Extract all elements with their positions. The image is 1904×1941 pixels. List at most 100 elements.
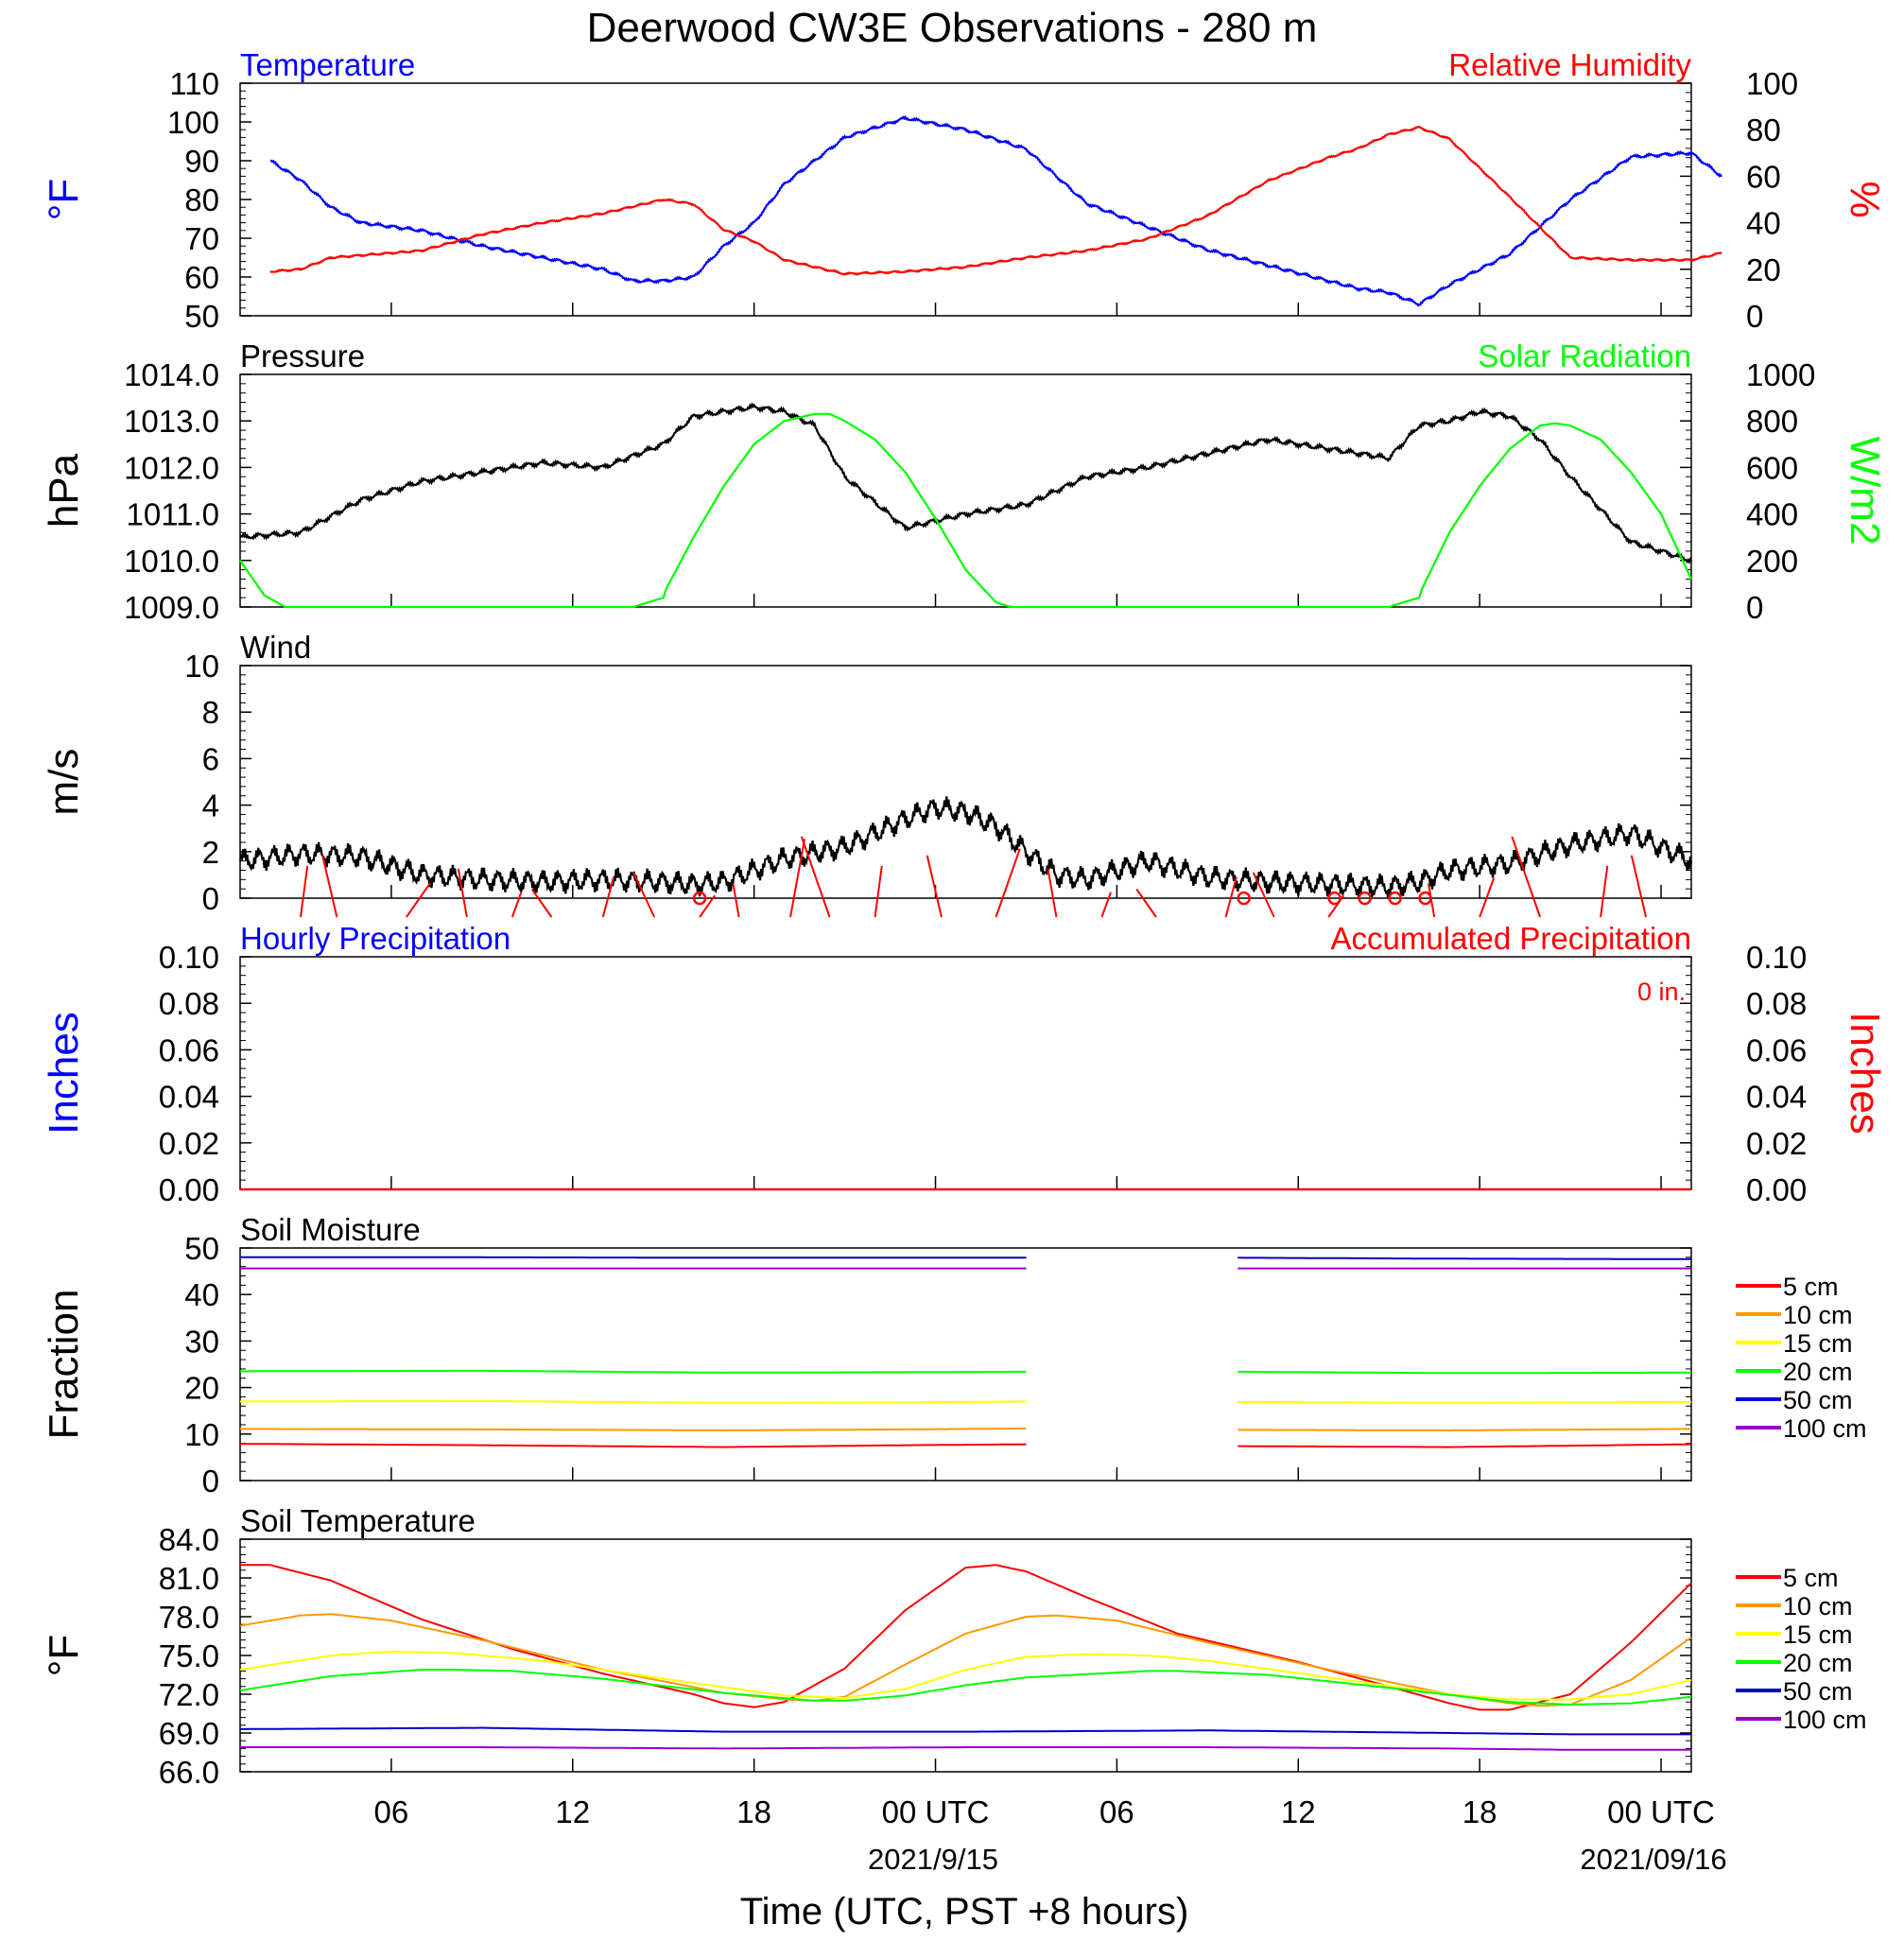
y-axis-label-left: m/s: [41, 749, 87, 816]
wind-barb: [732, 883, 740, 918]
series-line-solar-radiation: [239, 412, 1692, 609]
wind-barb: [995, 848, 1021, 918]
y-tick-label-right: 0.00: [1746, 1172, 1807, 1207]
y-tick-label: 69.0: [159, 1716, 219, 1751]
series-line-15-cm: [239, 1399, 1027, 1404]
legend-label: 5 cm: [1783, 1564, 1839, 1592]
calm-wind-marker: [1327, 891, 1341, 906]
y-tick-label: 66.0: [159, 1755, 219, 1790]
wind-barb: [789, 839, 806, 918]
series-line-20-cm: [239, 1669, 1692, 1706]
panel-frame: [239, 82, 1692, 317]
y-tick-label: 8: [202, 695, 219, 730]
y-tick-label: 6: [202, 741, 219, 776]
series-line-10-cm: [1238, 1428, 1691, 1431]
x-tick-label: 18: [1463, 1794, 1497, 1829]
y-tick-label-right: 0.04: [1746, 1080, 1807, 1115]
y-tick-label: 72.0: [159, 1677, 219, 1712]
y-tick-label: 0.04: [159, 1080, 219, 1115]
series-line-5-cm: [1238, 1443, 1692, 1448]
panel-title-right: Accumulated Precipitation: [1330, 921, 1691, 956]
y-tick-label-right: 100: [1746, 66, 1798, 101]
y-tick-label: 60: [184, 260, 219, 295]
x-tick-label: 12: [1281, 1794, 1316, 1829]
x-tick-label: 12: [555, 1794, 590, 1829]
calm-wind-marker: [692, 891, 707, 906]
y-tick-label: 78.0: [159, 1600, 219, 1635]
panel-title-right: Solar Radiation: [1478, 338, 1691, 373]
y-tick-label: 10: [184, 649, 219, 684]
series-line-20-cm: [1238, 1370, 1691, 1375]
precipitation-panel: 0.10 0.08 0.06 0.04 0.02 0.00 0.10 0.08 0.06 0.04…: [41, 921, 1888, 1207]
wind-barb: [1047, 868, 1058, 918]
panel-title-left: Soil Moisture: [240, 1212, 421, 1247]
y-tick-label: 0.08: [159, 986, 219, 1021]
series-line-10-cm: [239, 1613, 1692, 1707]
y-axis-label-right: W/m2: [1842, 437, 1888, 546]
y-tick-label-right: 80: [1746, 113, 1781, 147]
legend-label: 10 cm: [1783, 1592, 1853, 1620]
y-tick-label: 0.02: [159, 1126, 219, 1161]
series-line-20-cm: [240, 1369, 1027, 1374]
y-tick-label: 1014.0: [124, 357, 219, 392]
legend-label: 15 cm: [1783, 1329, 1853, 1358]
legend-label: 15 cm: [1783, 1620, 1853, 1649]
x-axis-label: Time (UTC, PST +8 hours): [740, 1891, 1189, 1932]
y-axis-label-left: Fraction: [41, 1290, 87, 1440]
y-tick-label-right: 200: [1746, 544, 1798, 579]
wind-barb: [1135, 888, 1157, 918]
x-date-2: 2021/09/16: [1580, 1843, 1726, 1876]
wind-barb: [1630, 855, 1648, 918]
legend-label: 50 cm: [1783, 1677, 1853, 1706]
time-axis: 06 12 18 00 UTC 06 12 18 00 UTC: [374, 1794, 1715, 1829]
pressure-solar-panel: 1014.0 1013.0 1012.0 1011.0 1010.0 1009.0 1000…: [41, 338, 1888, 625]
wind-barb: [601, 876, 615, 918]
y-tick-label: 30: [184, 1324, 219, 1359]
panel-frame: [239, 373, 1692, 608]
x-tick-label: 00 UTC: [882, 1794, 990, 1829]
y-tick-label: 1010.0: [124, 544, 219, 579]
y-axis-label-left: °F: [41, 1635, 87, 1676]
y-tick-label-right: 1000: [1746, 357, 1815, 392]
y-tick-label-right: 800: [1746, 404, 1798, 439]
series-line-5-cm: [239, 1443, 1027, 1448]
wind-barb: [457, 868, 468, 918]
panel-title-right: Relative Humidity: [1448, 47, 1691, 82]
y-tick-label: 50: [184, 1231, 219, 1266]
series-line-50-cm: [1238, 1256, 1691, 1260]
figure-title: Deerwood CW3E Observations - 280 m: [587, 5, 1318, 51]
wind-barb: [800, 836, 831, 918]
panel-title-left: Pressure: [240, 338, 365, 373]
wind-barb: [1479, 877, 1496, 918]
y-tick-label: 0.10: [159, 940, 219, 975]
calm-wind-marker: [1358, 891, 1372, 906]
y-tick-label: 81.0: [159, 1561, 219, 1596]
soil-temperature-panel: 84.0 81.0 78.075.0 72.0 69.0 66.0 Soil Tempera…: [41, 1503, 1867, 1790]
wind-barb: [530, 888, 553, 918]
y-axis-label-right: %: [1842, 181, 1888, 217]
series-line-10-cm: [240, 1427, 1027, 1431]
y-tick-label-right: 60: [1746, 159, 1781, 194]
y-tick-label-right: 0.06: [1746, 1032, 1807, 1067]
panel-title-left: Temperature: [240, 47, 415, 82]
wind-barb: [699, 894, 716, 918]
y-tick-label: 20: [184, 1371, 219, 1406]
y-tick-label: 0: [202, 1464, 219, 1499]
y-tick-label: 0.06: [159, 1032, 219, 1067]
wind-barb: [299, 865, 309, 918]
x-tick-label: 06: [374, 1794, 409, 1829]
y-tick-label: 40: [184, 1277, 219, 1312]
y-tick-label: 90: [184, 144, 219, 179]
y-tick-label: 1009.0: [124, 590, 219, 625]
series-line-relative-humidity: [269, 125, 1722, 276]
x-tick-label: 18: [736, 1794, 771, 1829]
legend-label: 100 cm: [1783, 1706, 1867, 1734]
y-axis-label-left: °F: [41, 179, 87, 220]
y-tick-label: 80: [184, 182, 219, 217]
series-line-temperature: [270, 114, 1722, 307]
y-tick-label: 1011.0: [127, 497, 219, 532]
calm-wind-marker: [1388, 891, 1402, 906]
series-line-100-cm: [240, 1746, 1691, 1751]
